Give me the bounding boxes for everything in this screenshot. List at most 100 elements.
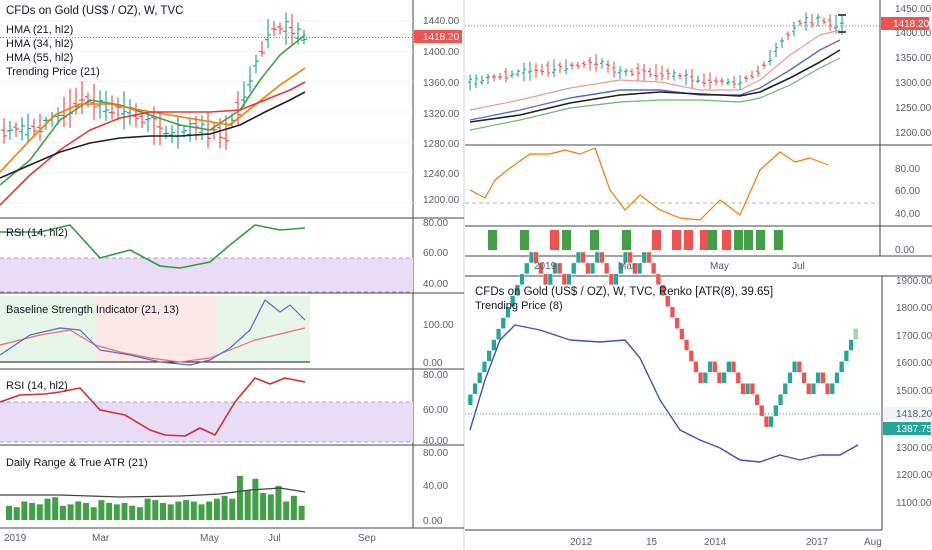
renko-brick (740, 383, 746, 395)
signal-bar (684, 230, 693, 250)
atr-bar (160, 502, 166, 520)
renko-brick (641, 251, 647, 264)
renko-brick (655, 273, 661, 286)
renko-brick (848, 339, 854, 351)
renko-brick (467, 394, 473, 406)
rsi1-line (0, 224, 306, 269)
right-top-main-chart[interactable] (465, 12, 880, 131)
rt-upper-band-line (469, 29, 841, 111)
renko-brick (778, 394, 784, 406)
signal-bar (744, 230, 753, 250)
atr-bar (213, 498, 220, 520)
right-top-signal-bars-pane[interactable] (488, 230, 783, 250)
signal-bar (562, 230, 571, 250)
left-last-price: 1418.20 (423, 32, 460, 43)
bsi-strength-line (0, 299, 306, 366)
atr-bar (275, 485, 282, 520)
renko-brick (674, 317, 680, 329)
renko-brick (702, 372, 708, 384)
left-axis-1200: 1200.00 (423, 195, 460, 206)
atr-bar (21, 501, 28, 520)
atr-bar (183, 500, 190, 520)
rt-axis-1450: 1450.00 (895, 4, 932, 15)
signal-bar (550, 230, 559, 250)
atr-axis-80: 80.00 (423, 448, 448, 459)
renko-brick (477, 372, 483, 384)
renko-brick (698, 372, 704, 384)
atr-bar (198, 504, 205, 520)
renko-brick (585, 262, 591, 275)
legend-hma21: HMA (21, hl2) (6, 24, 73, 36)
right-bottom-renko-chart[interactable] (465, 251, 882, 463)
renko-trending-price-line (469, 324, 859, 463)
rb-axis-1800: 1800.00 (896, 303, 932, 314)
hma55-line (0, 81, 306, 206)
left-baseline-strength-pane[interactable] (0, 296, 310, 366)
renko-brick (604, 262, 610, 275)
left-main-chart[interactable] (0, 12, 413, 206)
renko-brick (669, 306, 675, 318)
osc-line (469, 147, 829, 221)
rb-time-2014: 2014 (704, 537, 727, 548)
left-last-price-tag (414, 30, 462, 43)
atr-bar (52, 497, 59, 520)
atr-bar (167, 504, 174, 520)
atr-bar (67, 504, 74, 520)
right-top-oscillator-pane[interactable] (465, 147, 880, 221)
renko-brick (618, 262, 624, 275)
rb-time-2017: 2017 (806, 537, 829, 548)
signal-bar (488, 230, 497, 250)
rsi2-axis-60: 60.00 (423, 405, 448, 416)
rt-time-2019: 2019 (534, 261, 557, 272)
renko-brick (533, 251, 539, 264)
renko-brick (801, 372, 807, 384)
renko-brick (731, 361, 737, 373)
renko-brick (792, 361, 798, 373)
rt-osc-axis-40: 40.00 (895, 209, 920, 220)
hma21-line (0, 34, 306, 186)
renko-brick (721, 372, 727, 384)
rsi2-line (0, 377, 306, 437)
renko-brick (561, 273, 567, 286)
renko-brick (566, 273, 572, 286)
atr-bar (152, 500, 159, 520)
rb-axis-1700: 1700.00 (896, 331, 932, 342)
signal-bar (622, 230, 631, 250)
atr-title: Daily Range & True ATR (21) (6, 457, 148, 469)
atr-bar (298, 505, 305, 520)
rt-axis-1250: 1250.00 (895, 103, 932, 114)
signal-bar (734, 230, 743, 250)
atr-line (0, 487, 306, 498)
atr-bar (175, 501, 182, 520)
renko-brick (524, 262, 530, 275)
renko-brick (726, 361, 732, 373)
renko-chart-title: CFDs on Gold (US$ / OZ), W, TVC, Renko [… (475, 286, 773, 298)
rb-axis-1600: 1600.00 (896, 358, 932, 369)
rt-osc-axis-80: 80.00 (895, 164, 920, 175)
renko-brick (716, 372, 722, 384)
renko-brick (843, 350, 849, 362)
renko-brick (763, 415, 769, 428)
left-rsi-pane[interactable] (0, 224, 413, 293)
renko-brick (472, 383, 478, 395)
rt-time-mar: Mar (618, 261, 636, 272)
renko-brick (749, 383, 755, 395)
rb-tag-trend-box (883, 422, 931, 435)
left-time-mar: Mar (92, 533, 110, 544)
renko-brick (768, 415, 774, 428)
signal-bar (756, 230, 765, 250)
atr-bar (29, 502, 36, 520)
signal-bar (520, 230, 529, 250)
rb-axis-1300: 1300.00 (896, 443, 932, 454)
left-atr-pane[interactable] (0, 475, 306, 520)
renko-brick (514, 284, 520, 296)
renko-brick (834, 372, 840, 384)
renko-brick (580, 251, 586, 264)
left-rsi2-pane[interactable] (0, 377, 413, 443)
rsi1-title: RSI (14, hl2) (6, 227, 68, 239)
left-time-may: May (200, 533, 219, 544)
rb-tag-price-box (883, 407, 931, 420)
renko-brick (547, 273, 553, 286)
bsi-zone-green-2 (215, 296, 310, 362)
rb-tag-price: 1418.20 (896, 409, 932, 420)
